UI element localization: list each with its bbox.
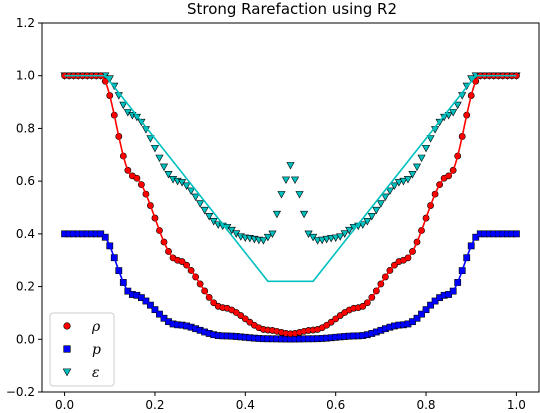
y-tick-label: 0.0 xyxy=(16,332,35,346)
point-eps xyxy=(318,236,327,245)
x-tick-label: 0.0 xyxy=(55,398,74,412)
point-eps xyxy=(187,187,196,196)
y-tick-label: −0.2 xyxy=(6,385,35,399)
point-eps xyxy=(367,213,376,221)
series-p xyxy=(61,230,520,343)
point-eps xyxy=(394,179,404,187)
point-eps xyxy=(331,234,340,243)
point-eps xyxy=(426,135,435,143)
point-eps xyxy=(408,171,417,179)
point-eps xyxy=(390,182,399,190)
point-eps xyxy=(444,112,453,120)
point-eps xyxy=(358,221,367,229)
legend-label-rho: ρ xyxy=(91,319,101,335)
point-eps xyxy=(399,177,408,186)
legend-marker-eps xyxy=(62,368,72,377)
y-tick-label: 0.8 xyxy=(16,121,35,135)
legend-label-eps: ε xyxy=(92,365,100,381)
exact-line-eps xyxy=(64,74,517,283)
series-eps xyxy=(60,72,521,245)
point-eps xyxy=(453,101,462,110)
legend: ρpε xyxy=(49,312,115,387)
point-eps xyxy=(345,226,354,235)
legend-label-p: p xyxy=(92,342,101,358)
point-eps xyxy=(363,218,372,226)
point-eps xyxy=(191,193,200,202)
point-eps xyxy=(159,163,169,172)
legend-marker-rho xyxy=(63,322,71,330)
point-eps xyxy=(196,200,205,208)
exact-line-p xyxy=(64,233,517,340)
point-eps xyxy=(340,230,349,238)
plot-frame xyxy=(41,22,540,393)
point-eps xyxy=(263,233,272,242)
point-eps xyxy=(277,191,286,199)
point-eps xyxy=(281,176,291,185)
point-eps xyxy=(200,206,209,215)
point-eps xyxy=(286,162,295,170)
point-eps xyxy=(205,213,214,221)
x-tick-label: 1.0 xyxy=(507,398,526,412)
x-tick-label: 0.2 xyxy=(145,398,164,412)
x-tick-label: 0.4 xyxy=(236,398,255,412)
point-eps xyxy=(381,193,390,202)
point-eps xyxy=(155,154,164,163)
point-eps xyxy=(299,210,309,219)
point-eps xyxy=(385,187,394,196)
point-eps xyxy=(268,230,277,239)
exact-line-rho xyxy=(64,74,517,335)
legend-box xyxy=(49,312,115,387)
x-tick-label: 0.6 xyxy=(326,398,345,412)
point-eps xyxy=(449,109,458,117)
point-eps xyxy=(146,135,155,143)
point-eps xyxy=(376,200,385,208)
point-eps xyxy=(322,235,331,244)
y-tick-label: 1.0 xyxy=(16,69,35,83)
point-eps xyxy=(372,206,381,215)
y-tick-label: 0.4 xyxy=(16,227,35,241)
point-eps xyxy=(336,233,345,241)
x-tick-label: 0.8 xyxy=(416,398,435,412)
point-eps xyxy=(119,101,128,110)
point-eps xyxy=(421,144,431,153)
point-eps xyxy=(403,176,413,184)
point-eps xyxy=(290,176,300,185)
point-eps xyxy=(150,144,160,153)
y-tick-label: 0.6 xyxy=(16,174,35,188)
point-eps xyxy=(412,163,422,172)
point-eps xyxy=(295,191,304,199)
chart-title: Strong Rarefaction using R2 xyxy=(187,0,397,18)
point-eps xyxy=(259,237,268,245)
point-eps xyxy=(272,210,282,219)
y-tick-label: 1.2 xyxy=(16,16,35,30)
point-eps xyxy=(417,154,426,163)
point-eps xyxy=(182,182,191,190)
y-tick-label: 0.2 xyxy=(16,280,35,294)
point-eps xyxy=(164,171,173,179)
legend-marker-p xyxy=(63,345,71,353)
